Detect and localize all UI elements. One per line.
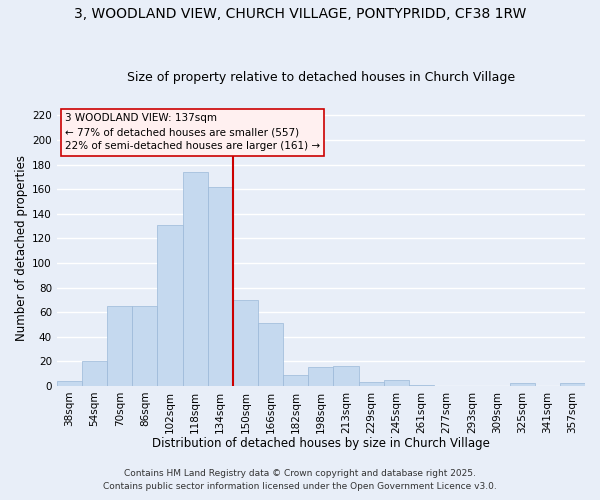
Bar: [157, 225, 182, 386]
Text: Contains HM Land Registry data © Crown copyright and database right 2025.
Contai: Contains HM Land Registry data © Crown c…: [103, 470, 497, 491]
Bar: [258, 323, 283, 386]
X-axis label: Distribution of detached houses by size in Church Village: Distribution of detached houses by size …: [152, 437, 490, 450]
Text: 3 WOODLAND VIEW: 137sqm
← 77% of detached houses are smaller (557)
22% of semi-d: 3 WOODLAND VIEW: 137sqm ← 77% of detache…: [65, 114, 320, 152]
Bar: [308, 368, 334, 386]
Bar: [208, 186, 233, 386]
Bar: [359, 382, 384, 386]
Bar: [82, 362, 107, 386]
Bar: [182, 172, 208, 386]
Bar: [107, 306, 132, 386]
Bar: [384, 380, 409, 386]
Y-axis label: Number of detached properties: Number of detached properties: [15, 154, 28, 340]
Bar: [509, 384, 535, 386]
Bar: [334, 366, 359, 386]
Title: Size of property relative to detached houses in Church Village: Size of property relative to detached ho…: [127, 72, 515, 85]
Bar: [132, 306, 157, 386]
Bar: [57, 381, 82, 386]
Text: 3, WOODLAND VIEW, CHURCH VILLAGE, PONTYPRIDD, CF38 1RW: 3, WOODLAND VIEW, CHURCH VILLAGE, PONTYP…: [74, 8, 526, 22]
Bar: [233, 300, 258, 386]
Bar: [283, 375, 308, 386]
Bar: [560, 384, 585, 386]
Bar: [409, 384, 434, 386]
